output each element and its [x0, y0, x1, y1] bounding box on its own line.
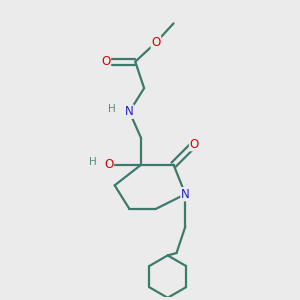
Text: N: N — [125, 105, 134, 118]
Text: H: H — [89, 158, 97, 167]
Text: H: H — [108, 104, 116, 114]
Text: O: O — [101, 55, 110, 68]
Text: O: O — [190, 138, 199, 151]
Text: N: N — [181, 188, 190, 201]
Text: O: O — [104, 158, 113, 171]
Text: O: O — [151, 36, 160, 49]
